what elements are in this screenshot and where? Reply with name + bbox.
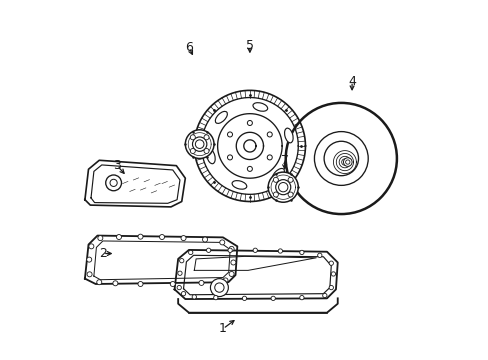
Polygon shape xyxy=(85,160,185,207)
Circle shape xyxy=(214,283,224,292)
Circle shape xyxy=(287,192,292,197)
Circle shape xyxy=(285,103,396,214)
Circle shape xyxy=(317,253,321,257)
Circle shape xyxy=(273,177,278,182)
Circle shape xyxy=(98,235,102,240)
Circle shape xyxy=(299,250,304,255)
Circle shape xyxy=(105,175,121,191)
Circle shape xyxy=(179,258,183,263)
Circle shape xyxy=(138,234,142,239)
Text: 4: 4 xyxy=(347,75,355,88)
Ellipse shape xyxy=(284,128,292,143)
Circle shape xyxy=(113,281,118,286)
Circle shape xyxy=(223,278,227,283)
Ellipse shape xyxy=(272,168,284,180)
Circle shape xyxy=(192,295,196,299)
Circle shape xyxy=(178,271,182,275)
Circle shape xyxy=(247,121,252,126)
Circle shape xyxy=(247,166,252,171)
Circle shape xyxy=(97,280,102,285)
Circle shape xyxy=(330,272,335,276)
Circle shape xyxy=(188,250,192,255)
Circle shape xyxy=(227,248,232,252)
Circle shape xyxy=(159,234,164,239)
Circle shape xyxy=(181,235,185,240)
Circle shape xyxy=(227,155,232,160)
Circle shape xyxy=(195,140,203,148)
Circle shape xyxy=(210,279,228,297)
Circle shape xyxy=(322,293,326,298)
Circle shape xyxy=(181,292,185,296)
Circle shape xyxy=(86,257,92,262)
Circle shape xyxy=(202,237,207,242)
Circle shape xyxy=(242,296,246,301)
Circle shape xyxy=(275,180,290,195)
Circle shape xyxy=(345,160,349,164)
Circle shape xyxy=(267,155,272,160)
Circle shape xyxy=(267,132,272,137)
Circle shape xyxy=(328,261,333,265)
Circle shape xyxy=(170,282,175,287)
Text: 5: 5 xyxy=(245,39,253,52)
Circle shape xyxy=(116,234,121,239)
Circle shape xyxy=(227,132,232,137)
Ellipse shape xyxy=(252,103,267,111)
Circle shape xyxy=(253,248,257,252)
Polygon shape xyxy=(85,235,237,284)
Circle shape xyxy=(213,296,218,300)
Circle shape xyxy=(89,244,94,249)
Circle shape xyxy=(199,280,203,285)
Circle shape xyxy=(287,177,292,182)
Text: 3: 3 xyxy=(113,159,121,172)
Circle shape xyxy=(219,240,224,245)
Circle shape xyxy=(185,130,214,158)
Circle shape xyxy=(138,282,142,287)
Circle shape xyxy=(273,192,278,197)
Circle shape xyxy=(267,172,298,202)
Polygon shape xyxy=(174,250,337,299)
Circle shape xyxy=(87,272,92,277)
Circle shape xyxy=(192,137,206,151)
Circle shape xyxy=(203,135,208,140)
Circle shape xyxy=(190,135,195,140)
Ellipse shape xyxy=(206,149,215,164)
Text: 7: 7 xyxy=(280,154,288,167)
Circle shape xyxy=(299,296,304,300)
Circle shape xyxy=(177,285,181,290)
Circle shape xyxy=(110,179,117,186)
Circle shape xyxy=(228,271,234,276)
Circle shape xyxy=(190,148,195,153)
Circle shape xyxy=(228,246,234,251)
Circle shape xyxy=(278,183,287,192)
Ellipse shape xyxy=(232,181,246,189)
Circle shape xyxy=(203,148,208,153)
Circle shape xyxy=(278,249,282,253)
Text: 2: 2 xyxy=(99,247,106,260)
Circle shape xyxy=(206,248,210,252)
Circle shape xyxy=(230,260,235,265)
Circle shape xyxy=(270,296,275,301)
Circle shape xyxy=(328,285,333,290)
Ellipse shape xyxy=(215,111,227,123)
Text: 6: 6 xyxy=(184,41,192,54)
Circle shape xyxy=(343,158,351,166)
Text: 1: 1 xyxy=(219,322,226,335)
